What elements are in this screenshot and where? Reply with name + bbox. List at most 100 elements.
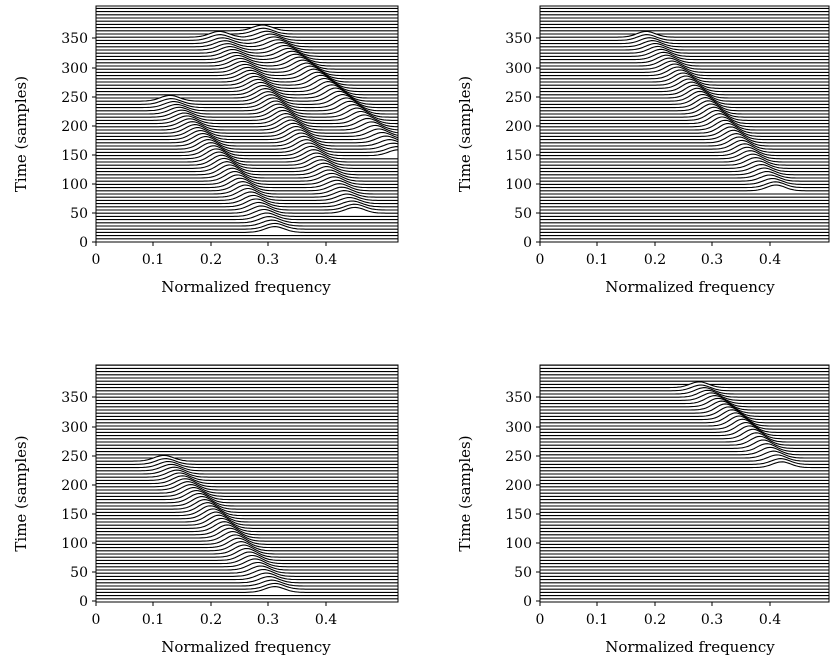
- y-tick-label: 150: [61, 148, 88, 164]
- time-trace: [96, 139, 398, 150]
- y-tick-label: 50: [514, 206, 532, 222]
- x-axis-label: Normalized frequency: [605, 278, 775, 296]
- trace-mask: [540, 359, 829, 360]
- time-trace: [96, 478, 398, 488]
- y-tick-label: 100: [505, 536, 532, 552]
- y-tick-label: 100: [61, 177, 88, 193]
- time-trace: [540, 150, 829, 160]
- time-trace: [540, 454, 829, 462]
- time-trace: [540, 167, 829, 176]
- trace-mask: [96, 359, 398, 360]
- time-trace: [540, 93, 829, 105]
- y-tick-label: 150: [505, 148, 532, 164]
- y-axis-label: Time (samples): [456, 435, 474, 551]
- x-tick-label: 0: [536, 612, 545, 628]
- time-trace: [540, 75, 829, 86]
- trace-mask: [96, 107, 398, 119]
- time-trace: [96, 208, 398, 217]
- time-trace: [540, 174, 829, 182]
- time-trace: [540, 100, 829, 112]
- time-trace: [540, 60, 829, 70]
- y-tick-label: 350: [505, 31, 532, 47]
- trace-mask: [540, 140, 829, 151]
- y-tick-label: 100: [505, 177, 532, 193]
- trace-mask: [96, 136, 398, 147]
- time-trace: [96, 219, 398, 227]
- x-tick-label: 0.3: [257, 612, 279, 628]
- time-trace: [96, 167, 398, 179]
- trace-mask: [96, 499, 398, 511]
- y-tick-label: 50: [514, 565, 532, 581]
- time-trace: [96, 537, 398, 549]
- y-tick-label: 0: [79, 235, 88, 251]
- trace-mask: [96, 84, 398, 96]
- trace-mask: [96, 562, 398, 571]
- trace-mask: [96, 88, 398, 99]
- time-trace: [540, 381, 829, 389]
- trace-mask: [96, 558, 398, 568]
- trace-mask: [96, 2, 398, 3]
- time-trace: [96, 572, 398, 581]
- trace-mask: [540, 419, 829, 431]
- y-tick-label: 150: [505, 507, 532, 523]
- time-trace: [96, 39, 398, 48]
- time-trace: [96, 205, 398, 214]
- trace-mask: [96, 502, 398, 514]
- y-tick-label: 200: [61, 119, 88, 135]
- trace-mask: [96, 171, 398, 183]
- y-axis-label: Time (samples): [12, 76, 30, 192]
- trace-mask: [540, 85, 829, 96]
- y-tick-label: 250: [505, 90, 532, 106]
- y-tick-label: 150: [61, 507, 88, 523]
- time-trace: [96, 113, 398, 125]
- time-trace: [96, 42, 398, 51]
- time-trace: [96, 554, 398, 565]
- trace-mask: [540, 412, 829, 424]
- time-trace: [96, 565, 398, 574]
- time-trace: [540, 34, 829, 41]
- trace-mask: [96, 110, 398, 122]
- x-tick-label: 0: [92, 252, 101, 268]
- time-trace: [540, 435, 829, 446]
- time-trace: [96, 544, 398, 555]
- y-tick-label: 250: [61, 90, 88, 106]
- time-trace: [540, 409, 829, 421]
- time-trace: [540, 106, 829, 118]
- time-trace: [540, 400, 829, 411]
- time-trace: [96, 514, 398, 526]
- time-trace: [540, 403, 829, 414]
- x-tick-label: 0.4: [759, 612, 781, 628]
- time-trace: [540, 116, 829, 128]
- time-trace: [96, 496, 398, 507]
- time-trace: [96, 142, 398, 153]
- time-trace: [96, 187, 398, 198]
- chart-panel-1: 0 50 100 150 200 250 300 350 0 0.1 0.2 0.3 0.4 Normal…: [12, 2, 399, 296]
- time-trace: [540, 395, 829, 405]
- time-trace: [540, 181, 829, 189]
- y-axis-label: Time (samples): [12, 435, 30, 551]
- time-trace: [96, 505, 398, 517]
- trace-mask: [540, 443, 829, 453]
- trace-mask: [96, 126, 398, 138]
- time-trace: [96, 129, 398, 141]
- x-tick-label: 0.1: [586, 612, 608, 628]
- time-trace: [96, 212, 398, 221]
- time-trace: [540, 72, 829, 83]
- plot-frame: [539, 5, 830, 243]
- time-trace: [540, 164, 829, 173]
- time-trace: [96, 59, 398, 70]
- x-tick-label: 0.3: [701, 612, 723, 628]
- trace-mask: [540, 429, 829, 440]
- y-tick-label: 350: [61, 31, 88, 47]
- time-trace: [96, 71, 398, 83]
- y-tick-label: 200: [505, 119, 532, 135]
- plot-area: [96, 2, 398, 242]
- trace-mask: [540, 120, 829, 131]
- time-trace: [96, 484, 398, 494]
- time-trace: [96, 84, 398, 96]
- time-trace: [540, 57, 829, 67]
- time-trace: [96, 125, 398, 137]
- time-trace: [96, 517, 398, 529]
- trace-mask: [96, 481, 398, 491]
- chart-panel-2: 0 50 100 150 200 250 300 350 0 0.1 0.2 0.3 0.4 Normal…: [456, 5, 830, 296]
